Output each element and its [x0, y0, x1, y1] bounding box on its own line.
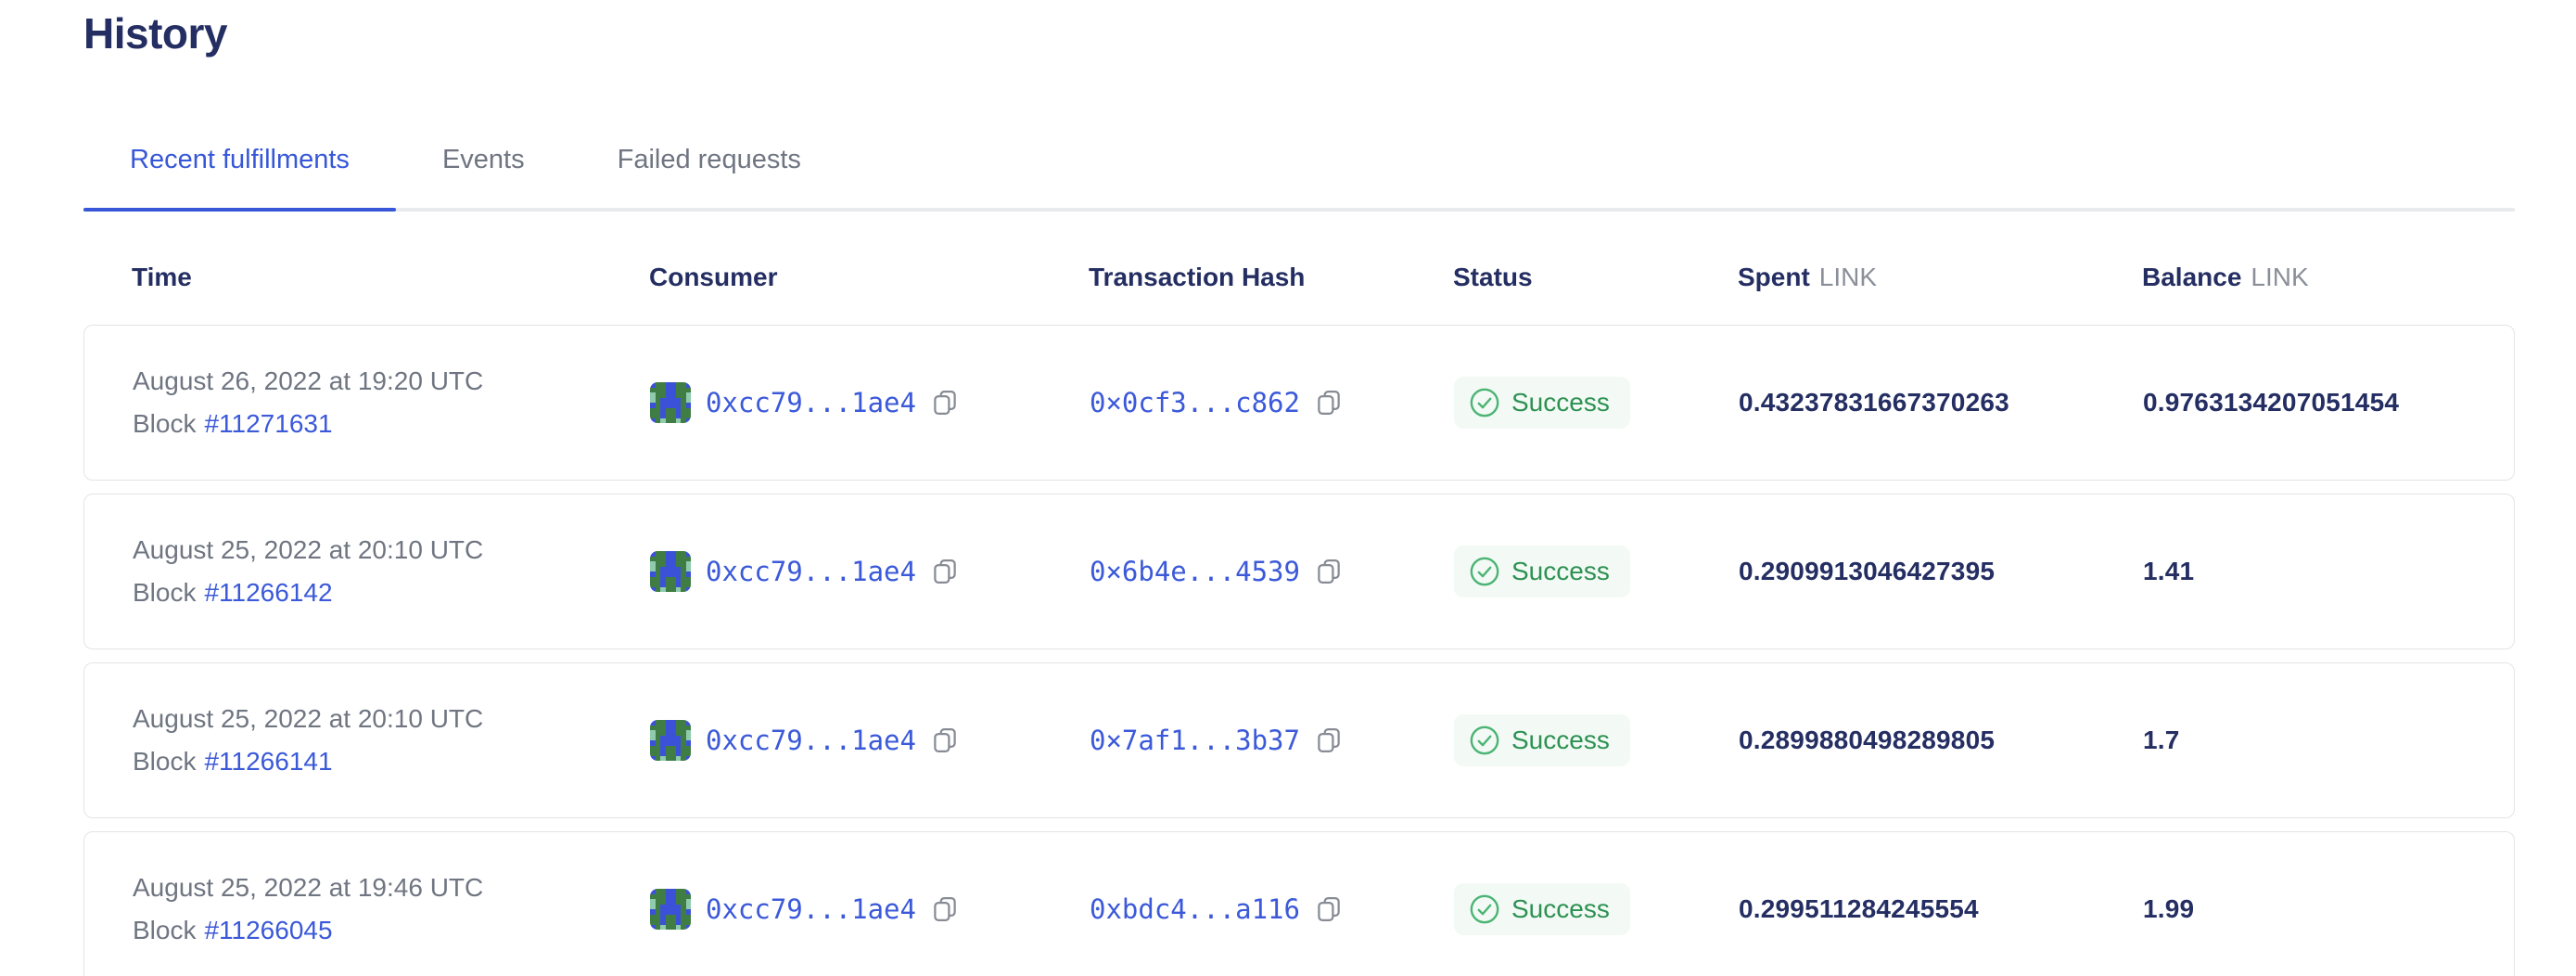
- consumer-avatar: [650, 551, 691, 592]
- status-cell: Success: [1454, 377, 1739, 429]
- status-text: Success: [1511, 557, 1610, 585]
- status-text: Success: [1511, 726, 1610, 754]
- block-label: Block: [133, 916, 197, 944]
- status-cell: Success: [1454, 883, 1739, 935]
- history-tab-bar: Recent fulfillments Events Failed reques…: [83, 141, 2515, 212]
- status-badge: Success: [1454, 546, 1630, 597]
- spent-value: 0.2909913046427395: [1739, 557, 1996, 585]
- block-line: Block #11266141: [133, 747, 650, 777]
- block-number-link[interactable]: #11266142: [204, 578, 333, 607]
- block-line: Block #11271631: [133, 409, 650, 439]
- copy-icon[interactable]: [1315, 726, 1343, 754]
- consumer-address-link[interactable]: 0xcc79...1ae4: [706, 387, 916, 418]
- transaction-hash-link[interactable]: 0xbdc4...a116: [1090, 893, 1300, 925]
- table-row: August 26, 2022 at 19:20 UTC Block #1127…: [83, 325, 2515, 481]
- time-cell: August 25, 2022 at 20:10 UTC Block #1126…: [133, 535, 650, 608]
- row-timestamp: August 25, 2022 at 19:46 UTC: [133, 873, 484, 902]
- spent-value: 0.43237831667370263: [1739, 388, 2009, 417]
- status-badge: Success: [1454, 377, 1630, 429]
- status-text: Success: [1511, 388, 1610, 417]
- row-timestamp: August 25, 2022 at 20:10 UTC: [133, 704, 484, 733]
- transaction-hash-cell: 0×7af1...3b37: [1090, 725, 1454, 756]
- transaction-hash-cell: 0×0cf3...c862: [1090, 387, 1454, 418]
- check-circle-icon: [1469, 556, 1500, 587]
- time-cell: August 26, 2022 at 19:20 UTC Block #1127…: [133, 366, 650, 439]
- column-header-balance: Balance LINK: [2142, 263, 2309, 291]
- consumer-avatar: [650, 720, 691, 761]
- balance-unit-label: LINK: [2251, 263, 2309, 291]
- check-circle-icon: [1469, 725, 1500, 756]
- consumer-cell: 0xcc79...1ae4: [650, 382, 1090, 423]
- copy-icon[interactable]: [1315, 895, 1343, 923]
- column-header-spent: Spent LINK: [1738, 263, 1878, 291]
- balance-value: 1.41: [2143, 557, 2195, 585]
- copy-icon[interactable]: [1315, 389, 1343, 417]
- status-badge: Success: [1454, 714, 1630, 766]
- block-label: Block: [133, 409, 197, 438]
- row-timestamp: August 25, 2022 at 20:10 UTC: [133, 535, 484, 564]
- status-text: Success: [1511, 894, 1610, 923]
- tab-recent-fulfillments[interactable]: Recent fulfillments: [83, 141, 396, 212]
- table-row: August 25, 2022 at 20:10 UTC Block #1126…: [83, 662, 2515, 818]
- transaction-hash-link[interactable]: 0×0cf3...c862: [1090, 387, 1300, 418]
- consumer-cell: 0xcc79...1ae4: [650, 889, 1090, 930]
- consumer-avatar: [650, 889, 691, 930]
- time-cell: August 25, 2022 at 20:10 UTC Block #1126…: [133, 704, 650, 777]
- status-cell: Success: [1454, 714, 1739, 766]
- table-row: August 25, 2022 at 19:46 UTC Block #1126…: [83, 831, 2515, 976]
- column-header-time: Time: [132, 263, 192, 291]
- spent-unit-label: LINK: [1818, 263, 1878, 291]
- balance-value: 0.9763134207051454: [2143, 388, 2400, 417]
- table-header-row: Time Consumer Transaction Hash Status Sp…: [83, 262, 2515, 293]
- consumer-address-link[interactable]: 0xcc79...1ae4: [706, 893, 916, 925]
- check-circle-icon: [1469, 893, 1500, 925]
- spent-value: 0.2899880498289805: [1739, 726, 1996, 754]
- consumer-avatar: [650, 382, 691, 423]
- column-header-consumer: Consumer: [649, 263, 778, 291]
- balance-value: 1.7: [2143, 726, 2180, 754]
- time-cell: August 25, 2022 at 19:46 UTC Block #1126…: [133, 873, 650, 945]
- transaction-hash-cell: 0×6b4e...4539: [1090, 556, 1454, 587]
- block-line: Block #11266142: [133, 578, 650, 608]
- status-badge: Success: [1454, 883, 1630, 935]
- column-header-status: Status: [1453, 263, 1533, 291]
- copy-icon[interactable]: [931, 558, 959, 585]
- spent-value: 0.299511284245554: [1739, 894, 1979, 923]
- copy-icon[interactable]: [1315, 558, 1343, 585]
- check-circle-icon: [1469, 387, 1500, 418]
- block-number-link[interactable]: #11266141: [204, 747, 333, 776]
- copy-icon[interactable]: [931, 726, 959, 754]
- copy-icon[interactable]: [931, 895, 959, 923]
- block-label: Block: [133, 747, 197, 776]
- transaction-hash-link[interactable]: 0×6b4e...4539: [1090, 556, 1300, 587]
- table-row: August 25, 2022 at 20:10 UTC Block #1126…: [83, 494, 2515, 649]
- column-header-transaction-hash: Transaction Hash: [1089, 263, 1306, 291]
- transaction-hash-link[interactable]: 0×7af1...3b37: [1090, 725, 1300, 756]
- tab-events[interactable]: Events: [396, 141, 571, 208]
- fulfillments-table: August 26, 2022 at 19:20 UTC Block #1127…: [83, 325, 2576, 976]
- consumer-cell: 0xcc79...1ae4: [650, 720, 1090, 761]
- block-line: Block #11266045: [133, 916, 650, 945]
- consumer-cell: 0xcc79...1ae4: [650, 551, 1090, 592]
- block-number-link[interactable]: #11271631: [204, 409, 333, 438]
- block-label: Block: [133, 578, 197, 607]
- page-title: History: [83, 9, 227, 58]
- consumer-address-link[interactable]: 0xcc79...1ae4: [706, 556, 916, 587]
- copy-icon[interactable]: [931, 389, 959, 417]
- transaction-hash-cell: 0xbdc4...a116: [1090, 893, 1454, 925]
- status-cell: Success: [1454, 546, 1739, 597]
- balance-value: 1.99: [2143, 894, 2195, 923]
- block-number-link[interactable]: #11266045: [204, 916, 333, 944]
- consumer-address-link[interactable]: 0xcc79...1ae4: [706, 725, 916, 756]
- tab-failed-requests[interactable]: Failed requests: [571, 141, 848, 208]
- row-timestamp: August 26, 2022 at 19:20 UTC: [133, 366, 484, 395]
